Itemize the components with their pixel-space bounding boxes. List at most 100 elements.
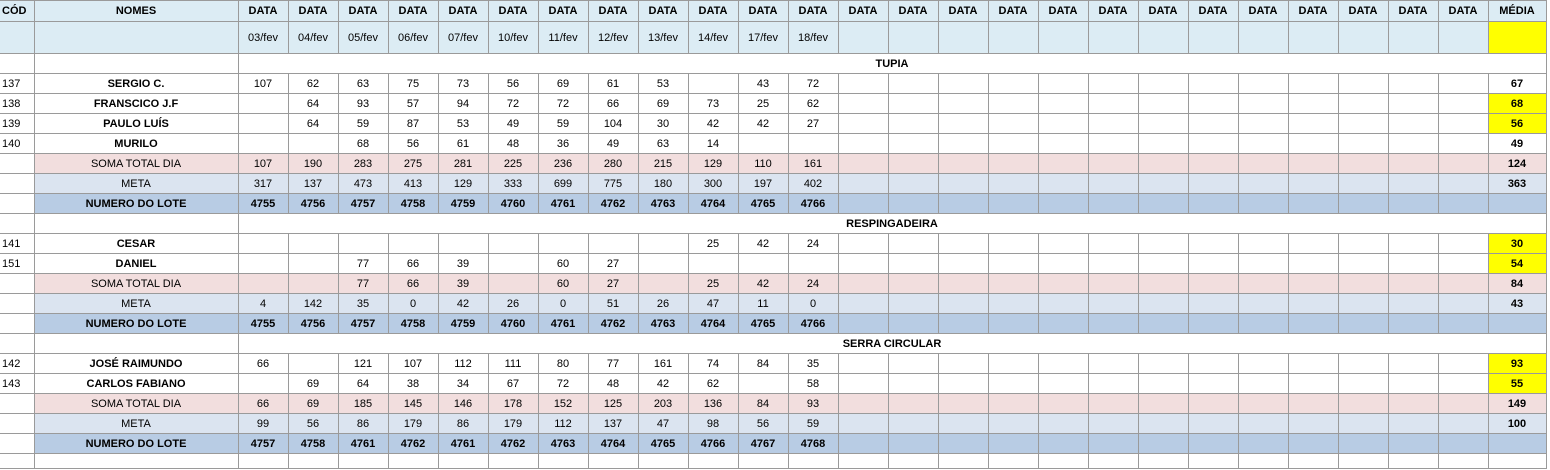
value-cell[interactable]: 42 <box>737 273 789 294</box>
cell[interactable] <box>937 153 989 174</box>
value-cell[interactable]: 4762 <box>387 433 439 454</box>
value-cell[interactable]: 180 <box>637 173 689 194</box>
cell[interactable] <box>1387 353 1439 374</box>
value-cell[interactable]: 185 <box>337 393 389 414</box>
cell[interactable] <box>1337 253 1389 274</box>
value-cell[interactable]: 4761 <box>537 193 589 214</box>
value-cell[interactable]: 4764 <box>687 193 739 214</box>
value-cell[interactable] <box>237 133 289 154</box>
value-cell[interactable]: 4768 <box>787 433 839 454</box>
cell[interactable] <box>1137 413 1189 434</box>
cell[interactable] <box>987 153 1039 174</box>
date-cell[interactable]: 04/fev <box>287 21 339 54</box>
date-cell[interactable]: 12/fev <box>587 21 639 54</box>
value-cell[interactable]: 80 <box>537 353 589 374</box>
cell[interactable] <box>987 273 1039 294</box>
value-cell[interactable]: 4766 <box>687 433 739 454</box>
value-cell[interactable] <box>337 233 389 254</box>
cell[interactable] <box>887 193 939 214</box>
cell[interactable] <box>937 173 989 194</box>
cell[interactable] <box>1187 193 1239 214</box>
header-data[interactable]: DATA <box>1087 0 1139 22</box>
value-cell[interactable]: 38 <box>387 373 439 394</box>
cell[interactable] <box>1337 133 1389 154</box>
cell[interactable] <box>1337 313 1389 334</box>
media-cell[interactable]: 68 <box>1487 93 1547 114</box>
cell[interactable] <box>1237 133 1289 154</box>
meta-label[interactable]: META <box>33 173 239 194</box>
cell[interactable] <box>937 413 989 434</box>
cell[interactable] <box>1287 413 1339 434</box>
cell[interactable] <box>1037 393 1089 414</box>
value-cell[interactable]: 161 <box>787 153 839 174</box>
cell[interactable] <box>987 173 1039 194</box>
value-cell[interactable]: 66 <box>387 253 439 274</box>
value-cell[interactable]: 0 <box>537 293 589 314</box>
cell[interactable] <box>1387 293 1439 314</box>
cell[interactable] <box>937 253 989 274</box>
cell[interactable] <box>1187 233 1239 254</box>
cell[interactable] <box>1437 273 1489 294</box>
cod-cell[interactable]: 139 <box>0 113 35 134</box>
value-cell[interactable]: 39 <box>437 253 489 274</box>
value-cell[interactable]: 107 <box>387 353 439 374</box>
header-data[interactable]: DATA <box>637 0 689 22</box>
cell[interactable] <box>987 113 1039 134</box>
cell[interactable] <box>1237 413 1289 434</box>
value-cell[interactable]: 4765 <box>637 433 689 454</box>
cell[interactable] <box>1337 193 1389 214</box>
value-cell[interactable]: 4756 <box>287 193 339 214</box>
cell[interactable] <box>1037 373 1089 394</box>
value-cell[interactable] <box>237 113 289 134</box>
value-cell[interactable] <box>787 253 839 274</box>
soma-label[interactable]: SOMA TOTAL DIA <box>33 393 239 414</box>
lote-label[interactable]: NUMERO DO LOTE <box>33 433 239 454</box>
value-cell[interactable]: 60 <box>537 253 589 274</box>
header-data[interactable]: DATA <box>437 0 489 22</box>
cell[interactable] <box>1087 113 1139 134</box>
header-data[interactable]: DATA <box>587 0 639 22</box>
cell[interactable] <box>0 293 35 314</box>
cod-cell[interactable]: 137 <box>0 73 35 94</box>
value-cell[interactable] <box>637 273 689 294</box>
value-cell[interactable]: 4767 <box>737 433 789 454</box>
cell[interactable] <box>1137 393 1189 414</box>
value-cell[interactable] <box>687 73 739 94</box>
employee-name[interactable]: JOSÉ RAIMUNDO <box>33 353 239 374</box>
cell[interactable] <box>887 453 939 469</box>
value-cell[interactable]: 333 <box>487 173 539 194</box>
cell[interactable] <box>1087 153 1139 174</box>
cell[interactable] <box>837 453 889 469</box>
cell[interactable] <box>437 453 489 469</box>
cell[interactable] <box>1187 433 1239 454</box>
value-cell[interactable]: 59 <box>337 113 389 134</box>
cell[interactable] <box>637 453 689 469</box>
value-cell[interactable]: 4760 <box>487 313 539 334</box>
cell[interactable] <box>1187 353 1239 374</box>
value-cell[interactable] <box>287 233 339 254</box>
cell[interactable] <box>937 73 989 94</box>
value-cell[interactable]: 283 <box>337 153 389 174</box>
value-cell[interactable]: 42 <box>687 113 739 134</box>
value-cell[interactable]: 4762 <box>587 193 639 214</box>
cell[interactable] <box>837 273 889 294</box>
cell[interactable] <box>1337 413 1389 434</box>
cell[interactable] <box>1387 273 1439 294</box>
value-cell[interactable]: 72 <box>537 373 589 394</box>
cell[interactable] <box>1487 433 1547 454</box>
value-cell[interactable]: 112 <box>437 353 489 374</box>
cell[interactable] <box>937 453 989 469</box>
value-cell[interactable] <box>387 233 439 254</box>
value-cell[interactable]: 84 <box>737 353 789 374</box>
cell[interactable] <box>1287 353 1339 374</box>
value-cell[interactable]: 62 <box>687 373 739 394</box>
value-cell[interactable]: 27 <box>787 113 839 134</box>
cell[interactable] <box>837 293 889 314</box>
cell[interactable] <box>1137 273 1189 294</box>
cell[interactable] <box>1237 353 1289 374</box>
cell[interactable] <box>1437 453 1489 469</box>
value-cell[interactable] <box>437 233 489 254</box>
value-cell[interactable]: 59 <box>537 113 589 134</box>
cell[interactable] <box>1337 73 1389 94</box>
cell[interactable] <box>1037 453 1089 469</box>
